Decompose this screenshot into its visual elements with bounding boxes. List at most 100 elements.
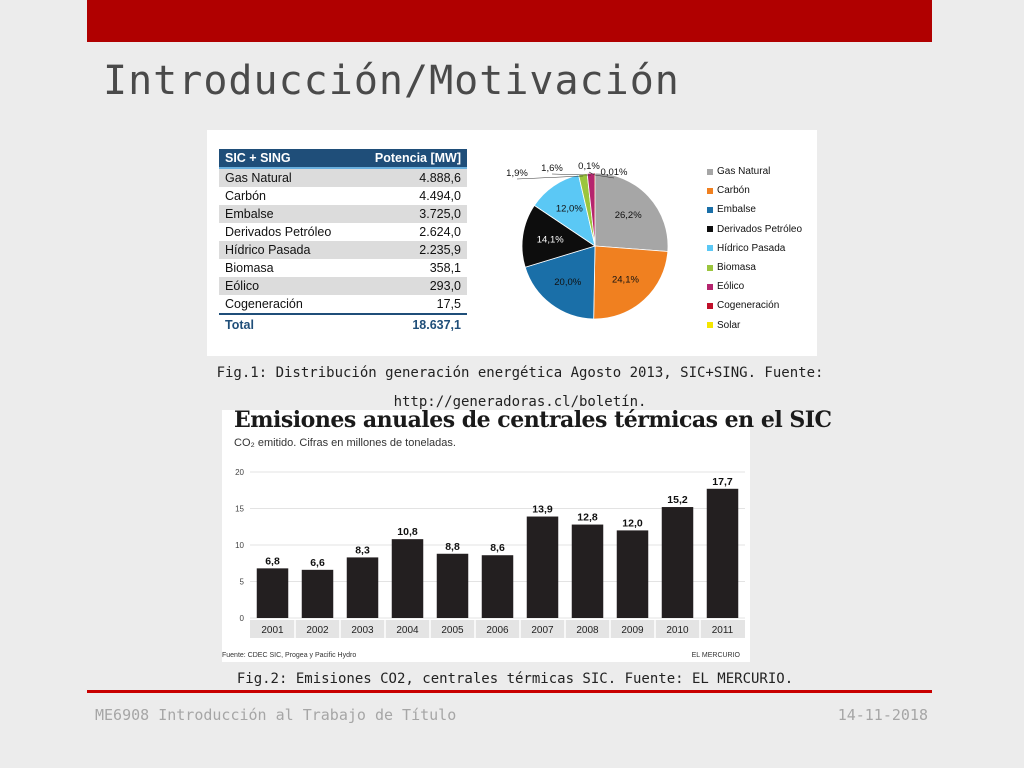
pie-leader-line bbox=[516, 175, 584, 180]
legend-label: Derivados Petróleo bbox=[717, 223, 803, 235]
pie-slice-label: 26,2% bbox=[615, 210, 642, 221]
footer-course: ME6908 Introducción al Trabajo de Título bbox=[95, 706, 457, 724]
table-cell-source: Eólico bbox=[219, 277, 355, 295]
legend-item: Embalse bbox=[707, 200, 802, 219]
bar-chart-title: Emisiones anuales de centrales térmicas … bbox=[234, 407, 832, 433]
bar-value-label: 6,6 bbox=[310, 557, 325, 569]
pie-slice-derivados-petr-leo bbox=[521, 204, 596, 268]
table-header-source: SIC + SING bbox=[219, 149, 355, 169]
bar-x-tick-label: 2005 bbox=[441, 625, 464, 636]
bar-y-tick-label: 5 bbox=[240, 578, 245, 587]
table-row: Eólico 293,0 bbox=[219, 277, 467, 295]
legend-label: Embalse bbox=[717, 204, 756, 216]
pie-slice-label: 1,9% bbox=[506, 168, 528, 179]
pie-slice-carb-n bbox=[593, 245, 669, 320]
table-row: Cogeneración 17,5 bbox=[219, 295, 467, 314]
table-cell-source: Carbón bbox=[225, 189, 266, 203]
bar-chart-brand: EL MERCURIO bbox=[691, 652, 740, 659]
pie-slice-embalse bbox=[524, 245, 596, 320]
bar-x-tick-label: 2004 bbox=[396, 625, 419, 636]
bar-chart-subtitle: CO₂ emitido. Cifras en millones de tonel… bbox=[234, 437, 456, 449]
bar-x-tick-label: 2003 bbox=[351, 625, 374, 636]
bar-y-tick-label: 20 bbox=[235, 468, 244, 477]
table-total-row: Total 18.637,1 bbox=[219, 313, 467, 335]
table-cell-source: Derivados Petróleo bbox=[225, 225, 332, 239]
legend-swatch bbox=[707, 226, 713, 233]
footer-divider bbox=[87, 690, 932, 693]
bar-2001 bbox=[256, 568, 289, 618]
pie-slice-label: 1,6% bbox=[541, 163, 563, 174]
legend-swatch bbox=[707, 168, 713, 175]
top-accent-bar bbox=[87, 0, 932, 42]
bar-y-tick-label: 0 bbox=[240, 614, 245, 623]
table-cell-source: Cogeneración bbox=[225, 297, 303, 311]
table-cell-power: 4.888,6 bbox=[354, 168, 467, 187]
bar-value-label: 12,0 bbox=[622, 517, 643, 529]
legend-swatch bbox=[707, 206, 713, 213]
bar-2002 bbox=[301, 569, 334, 618]
pie-slice-label: 0,01% bbox=[601, 167, 628, 178]
bar-value-label: 8,6 bbox=[490, 542, 505, 554]
legend-label: Solar bbox=[717, 319, 741, 331]
table-row: Carbón 4.494,0 bbox=[219, 187, 467, 205]
legend-swatch bbox=[707, 187, 713, 194]
pie-slice-label: 20,0% bbox=[554, 277, 581, 288]
legend-swatch bbox=[707, 283, 713, 290]
pie-slice-label: 24,1% bbox=[612, 274, 639, 285]
bar-2008 bbox=[571, 524, 604, 618]
legend-label: Biomasa bbox=[717, 262, 756, 274]
bar-x-tick-label: 2008 bbox=[576, 625, 599, 636]
table-cell-power: 17,5 bbox=[436, 297, 461, 311]
legend-label: Hídrico Pasada bbox=[717, 242, 786, 254]
pie-leader-line bbox=[588, 171, 595, 176]
figure-1-caption-line-2: http://generadoras.cl/boletín. bbox=[393, 394, 647, 410]
bar-2003 bbox=[346, 557, 379, 618]
table-total-value: 18.637,1 bbox=[354, 313, 467, 335]
pie-slice-gas-natural bbox=[594, 172, 669, 252]
bar-value-label: 17,7 bbox=[712, 476, 733, 488]
legend-swatch bbox=[707, 264, 713, 271]
bar-value-label: 15,2 bbox=[667, 494, 688, 506]
legend-item: Biomasa bbox=[707, 258, 802, 277]
legend-swatch bbox=[707, 302, 713, 309]
bar-value-label: 12,8 bbox=[577, 512, 598, 524]
legend-item: Cogeneración bbox=[707, 296, 802, 315]
pie-leader-line bbox=[594, 174, 615, 179]
legend-item: Hídrico Pasada bbox=[707, 239, 802, 258]
bar-x-tick-label: 2010 bbox=[666, 625, 689, 636]
bar-2007 bbox=[526, 516, 559, 618]
legend-item: Carbón bbox=[707, 181, 802, 200]
pie-slice-label: 12,0% bbox=[556, 204, 583, 215]
bar-2009 bbox=[616, 530, 649, 618]
pie-legend: Gas Natural Carbón Embalse Derivados Petról… bbox=[707, 162, 802, 335]
pie-slice-label: 14,1% bbox=[537, 234, 564, 245]
legend-swatch bbox=[707, 322, 713, 329]
bar-value-label: 13,9 bbox=[532, 504, 553, 516]
figure-2-caption: Fig.2: Emisiones CO2, centrales térmicas… bbox=[236, 671, 794, 687]
pie-chart: 26,2% 24,1% 20,0% 14,1% 12,0% 1,9% 1,6% 0,1%0,0… bbox=[506, 161, 669, 320]
generation-table: SIC + SING Potencia [MW] Gas Natural 4.88… bbox=[219, 149, 467, 335]
bar-y-tick-label: 10 bbox=[235, 541, 244, 550]
legend-item: Gas Natural bbox=[707, 162, 802, 181]
bar-value-label: 8,3 bbox=[355, 544, 370, 556]
table-row: Biomasa 358,1 bbox=[219, 259, 467, 277]
bar-2004 bbox=[391, 539, 424, 618]
bar-x-axis-band bbox=[250, 620, 745, 638]
legend-label: Gas Natural bbox=[717, 166, 771, 178]
bar-y-tick-label: 15 bbox=[235, 505, 244, 514]
figure-2: Emisiones anuales de centrales térmicas … bbox=[222, 407, 832, 662]
figure-1-caption-line-1: Fig.1: Distribución generación energétic… bbox=[216, 365, 824, 381]
legend-item: Solar bbox=[707, 316, 802, 335]
legend-label: Cogeneración bbox=[717, 300, 780, 312]
bar-value-label: 10,8 bbox=[397, 526, 418, 538]
table-cell-source: Hídrico Pasada bbox=[219, 241, 355, 259]
legend-item: Eólico bbox=[707, 277, 802, 296]
bar-x-tick-label: 2002 bbox=[306, 625, 329, 636]
pie-leader-line bbox=[551, 173, 591, 176]
legend-item: Derivados Petróleo bbox=[707, 220, 802, 239]
bar-value-label: 8,8 bbox=[445, 541, 460, 553]
bar-2005 bbox=[436, 553, 469, 618]
bar-2011 bbox=[706, 488, 739, 618]
slide-title: Introducción/Motivación bbox=[103, 58, 680, 104]
table-row: Derivados Petróleo 2.624,0 bbox=[219, 223, 467, 241]
